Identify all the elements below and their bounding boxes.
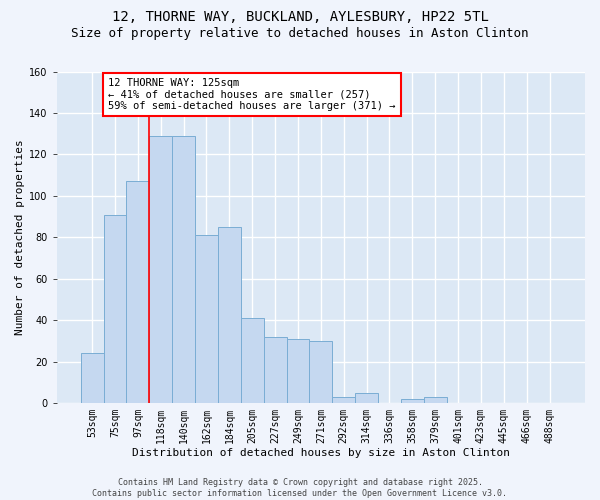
Bar bbox=[332, 397, 355, 403]
Text: 12 THORNE WAY: 125sqm
← 41% of detached houses are smaller (257)
59% of semi-det: 12 THORNE WAY: 125sqm ← 41% of detached … bbox=[108, 78, 395, 111]
X-axis label: Distribution of detached houses by size in Aston Clinton: Distribution of detached houses by size … bbox=[132, 448, 510, 458]
Bar bbox=[127, 182, 149, 403]
Y-axis label: Number of detached properties: Number of detached properties bbox=[15, 140, 25, 335]
Bar bbox=[355, 393, 378, 403]
Bar bbox=[172, 136, 195, 403]
Bar bbox=[218, 227, 241, 403]
Bar bbox=[401, 399, 424, 403]
Bar bbox=[310, 341, 332, 403]
Bar bbox=[241, 318, 263, 403]
Bar bbox=[263, 337, 287, 403]
Text: Size of property relative to detached houses in Aston Clinton: Size of property relative to detached ho… bbox=[71, 28, 529, 40]
Bar bbox=[81, 354, 104, 403]
Text: Contains HM Land Registry data © Crown copyright and database right 2025.
Contai: Contains HM Land Registry data © Crown c… bbox=[92, 478, 508, 498]
Bar bbox=[424, 397, 446, 403]
Text: 12, THORNE WAY, BUCKLAND, AYLESBURY, HP22 5TL: 12, THORNE WAY, BUCKLAND, AYLESBURY, HP2… bbox=[112, 10, 488, 24]
Bar bbox=[149, 136, 172, 403]
Bar bbox=[287, 339, 310, 403]
Bar bbox=[104, 214, 127, 403]
Bar bbox=[195, 236, 218, 403]
